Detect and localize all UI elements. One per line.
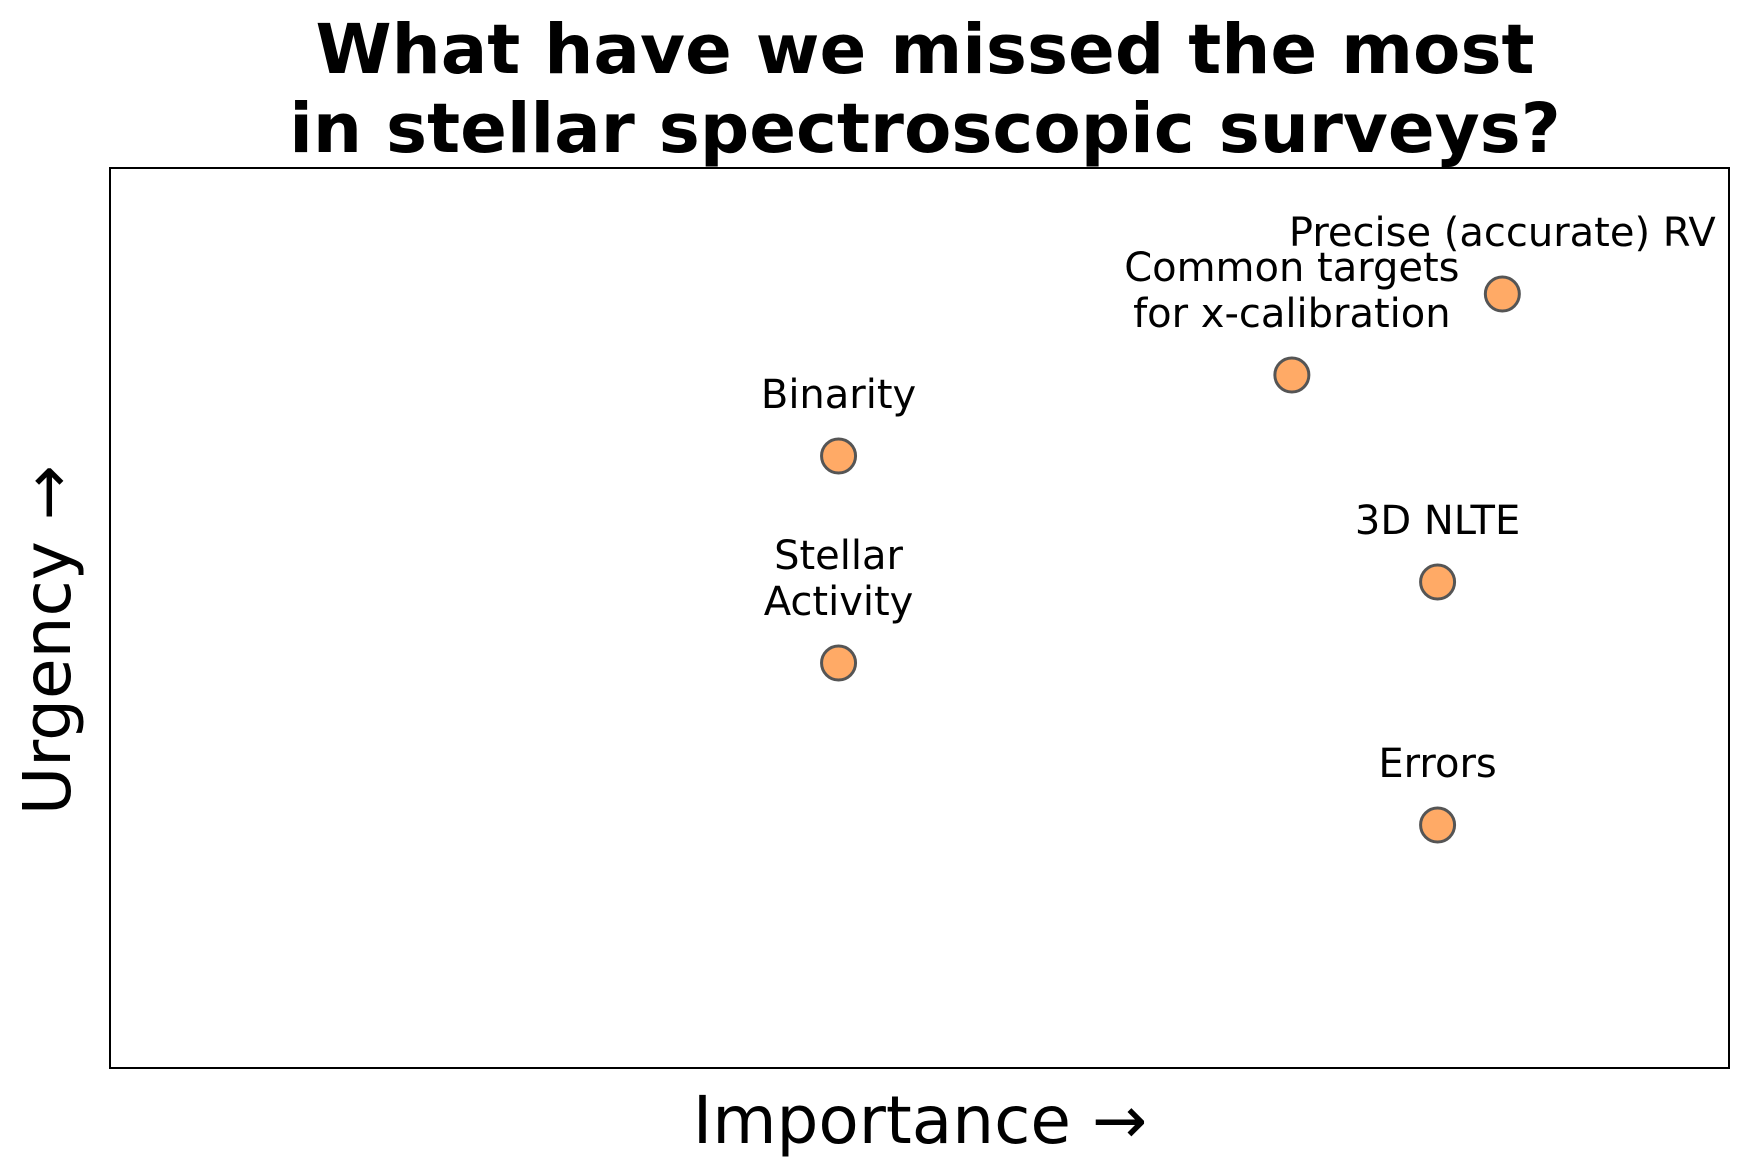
data-point-label: Common targets	[1124, 245, 1459, 291]
chart-title: What have we missed the most in stellar …	[289, 10, 1561, 169]
data-point-label: 3D NLTE	[1355, 498, 1520, 544]
plot-area-frame	[109, 167, 1730, 1069]
data-point-label: Errors	[1378, 741, 1496, 787]
data-point-marker	[1419, 563, 1457, 601]
data-point-label: Binarity	[761, 372, 916, 418]
data-point-marker	[1419, 806, 1457, 844]
data-points	[820, 275, 1521, 844]
data-point-marker	[820, 644, 858, 682]
data-point-label: Activity	[764, 579, 914, 625]
chart-title-line-1: What have we missed the most	[315, 10, 1534, 90]
data-point-marker	[820, 437, 858, 475]
x-axis-label: Importance →	[693, 1082, 1148, 1159]
y-axis-label: Urgency →	[9, 465, 86, 815]
data-point-label: for x-calibration	[1133, 291, 1451, 337]
data-point-marker	[1273, 356, 1311, 394]
chart-title-line-2: in stellar spectroscopic surveys?	[289, 89, 1561, 169]
data-point-label: Stellar	[774, 533, 903, 579]
data-point-marker	[1483, 275, 1521, 313]
data-point-label: Precise (accurate) RV	[1289, 210, 1716, 256]
